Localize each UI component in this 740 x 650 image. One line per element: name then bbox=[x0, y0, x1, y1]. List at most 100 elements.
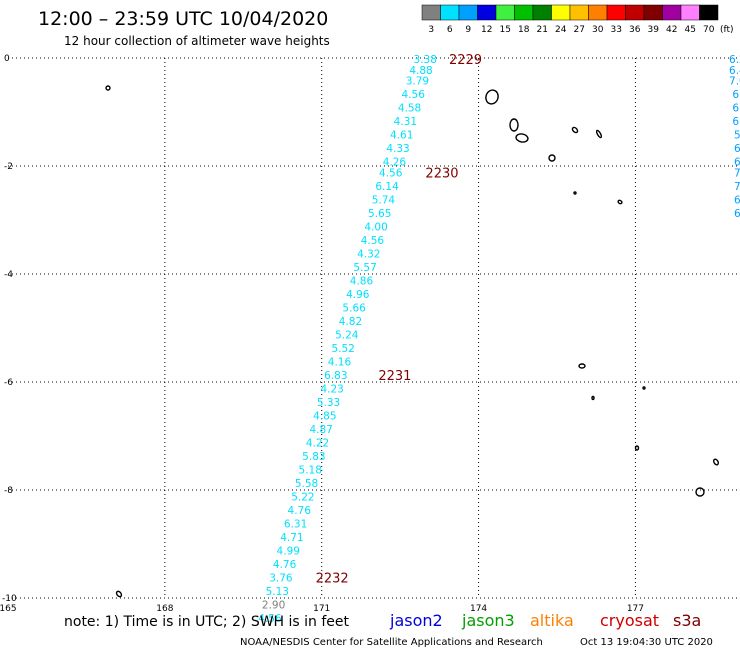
wave-height-label: 5.24 bbox=[335, 329, 359, 341]
wave-height-label: 5.52 bbox=[331, 343, 354, 355]
footer-note: note: 1) Time is in UTC; 2) SWH is in fe… bbox=[64, 614, 350, 630]
legend-label: 18 bbox=[518, 25, 530, 35]
wave-height-label: 6. bbox=[732, 103, 740, 115]
wave-height-label: 6. bbox=[732, 89, 740, 101]
pass-time-label: 2232 bbox=[316, 571, 349, 586]
legend-label: 27 bbox=[574, 25, 585, 35]
legend-swatch bbox=[532, 4, 552, 21]
wave-height-label: 6. bbox=[732, 116, 740, 128]
wave-height-label: 5.22 bbox=[291, 491, 314, 503]
wave-height-label: 4.82 bbox=[339, 316, 362, 328]
chart-title: 12:00 – 23:59 UTC 10/04/2020 bbox=[38, 8, 328, 30]
legend-label: 42 bbox=[666, 25, 677, 35]
island-outline bbox=[509, 118, 519, 132]
legend-label: 39 bbox=[648, 25, 660, 35]
x-tick-label: 168 bbox=[156, 604, 173, 614]
wave-height-label: 4.61 bbox=[390, 130, 413, 142]
wave-height-label: 5.65 bbox=[368, 208, 391, 220]
island-outline bbox=[571, 126, 579, 134]
legend-label: 6 bbox=[447, 25, 453, 35]
island-outline bbox=[548, 154, 556, 162]
island-outline bbox=[105, 85, 111, 91]
island-outline bbox=[713, 458, 719, 466]
wave-height-label: 4.76 bbox=[273, 559, 297, 571]
wave-height-label: 4.32 bbox=[357, 248, 380, 260]
legend-swatch bbox=[421, 4, 441, 21]
legend-label: 3 bbox=[428, 25, 434, 35]
wave-height-label: 6.2 bbox=[729, 54, 740, 66]
legend-swatch bbox=[699, 4, 719, 21]
wave-height-label: 5.83 bbox=[302, 451, 325, 463]
wave-height-label: 5.57 bbox=[353, 262, 376, 274]
legend-label: 21 bbox=[537, 25, 548, 35]
wave-height-values: 3.384.883.794.564.584.314.614.334.264.56… bbox=[258, 54, 740, 625]
wave-height-label: 7.0 bbox=[729, 76, 740, 88]
wave-height-label: 6.4 bbox=[729, 65, 740, 77]
color-scale-legend: 3 6 9 12 15 18 21 24 27 30 33 36 39 42 45 70 (ft) bbox=[421, 4, 734, 35]
wave-height-label: 2.90 bbox=[262, 599, 285, 611]
island-outline bbox=[642, 386, 646, 390]
legend-swatch bbox=[643, 4, 663, 21]
y-tick-label: -10 bbox=[2, 594, 17, 604]
legend-swatch bbox=[662, 4, 682, 21]
satellite-legend: jason2 jason3 altika cryosat s3a bbox=[389, 611, 701, 630]
footer-credit: NOAA/NESDIS Center for Satellite Applica… bbox=[240, 637, 543, 648]
wave-height-label: 4.56 bbox=[258, 613, 282, 625]
wave-height-label: 4.86 bbox=[350, 275, 374, 287]
legend-swatch bbox=[440, 4, 460, 21]
island-outline bbox=[617, 199, 623, 205]
legend-swatch bbox=[680, 4, 700, 21]
wave-height-label: 6.31 bbox=[284, 518, 307, 530]
wave-height-label: 3.76 bbox=[269, 572, 293, 584]
x-tick-label: 177 bbox=[627, 604, 644, 614]
satellite-name-cryosat: cryosat bbox=[600, 611, 659, 630]
wave-height-label: 4.85 bbox=[313, 410, 336, 422]
y-tick-label: -6 bbox=[4, 378, 13, 388]
legend-label: 36 bbox=[629, 25, 641, 35]
legend-swatch bbox=[569, 4, 589, 21]
wave-height-label: 4.33 bbox=[386, 143, 409, 155]
wave-height-label: 5.13 bbox=[266, 586, 289, 598]
wave-height-label: 6.14 bbox=[375, 181, 399, 193]
x-tick-label: 174 bbox=[470, 604, 487, 614]
grid-lines bbox=[8, 57, 740, 599]
legend-label: 45 bbox=[685, 25, 696, 35]
wave-height-label: 7 bbox=[734, 181, 740, 193]
satellite-name-jason3: jason3 bbox=[461, 611, 515, 630]
legend-swatch bbox=[477, 4, 497, 21]
x-tick-label: 171 bbox=[313, 604, 330, 614]
wave-height-label: 4.16 bbox=[328, 356, 352, 368]
island-outline bbox=[578, 363, 586, 369]
wave-height-label: 4.23 bbox=[320, 383, 343, 395]
wave-height-label: 3.79 bbox=[406, 76, 429, 88]
wave-height-label: 5.33 bbox=[317, 397, 340, 409]
wave-height-label: 3.38 bbox=[414, 54, 437, 66]
legend-swatch bbox=[606, 4, 626, 21]
coastline-outlines bbox=[105, 85, 719, 598]
island-outline bbox=[485, 89, 499, 105]
legend-label: 33 bbox=[611, 25, 622, 35]
wave-height-label: 4.00 bbox=[364, 221, 387, 233]
wave-height-label: 5 bbox=[734, 130, 740, 142]
wave-height-label: 4.26 bbox=[383, 157, 407, 169]
wave-height-label: 5.58 bbox=[295, 478, 318, 490]
island-outline bbox=[591, 395, 595, 401]
legend-swatch bbox=[588, 4, 608, 21]
footer-timestamp: Oct 13 19:04:30 UTC 2020 bbox=[580, 637, 713, 648]
satellite-name-altika: altika bbox=[530, 611, 574, 630]
wave-height-label: 6 bbox=[734, 157, 740, 169]
legend-label: 9 bbox=[465, 25, 471, 35]
chart-subtitle: 12 hour collection of altimeter wave hei… bbox=[64, 34, 330, 48]
legend-swatch bbox=[495, 4, 515, 21]
legend-swatch bbox=[514, 4, 534, 21]
island-outline bbox=[695, 487, 705, 497]
y-tick-label: 0 bbox=[4, 54, 10, 64]
legend-swatch bbox=[458, 4, 478, 21]
x-tick-label: 165 bbox=[0, 604, 17, 614]
wave-height-label: 5.66 bbox=[342, 302, 366, 314]
satellite-name-s3a: s3a bbox=[673, 611, 701, 630]
island-outline bbox=[634, 445, 640, 451]
wave-height-label: 4.56 bbox=[402, 89, 426, 101]
